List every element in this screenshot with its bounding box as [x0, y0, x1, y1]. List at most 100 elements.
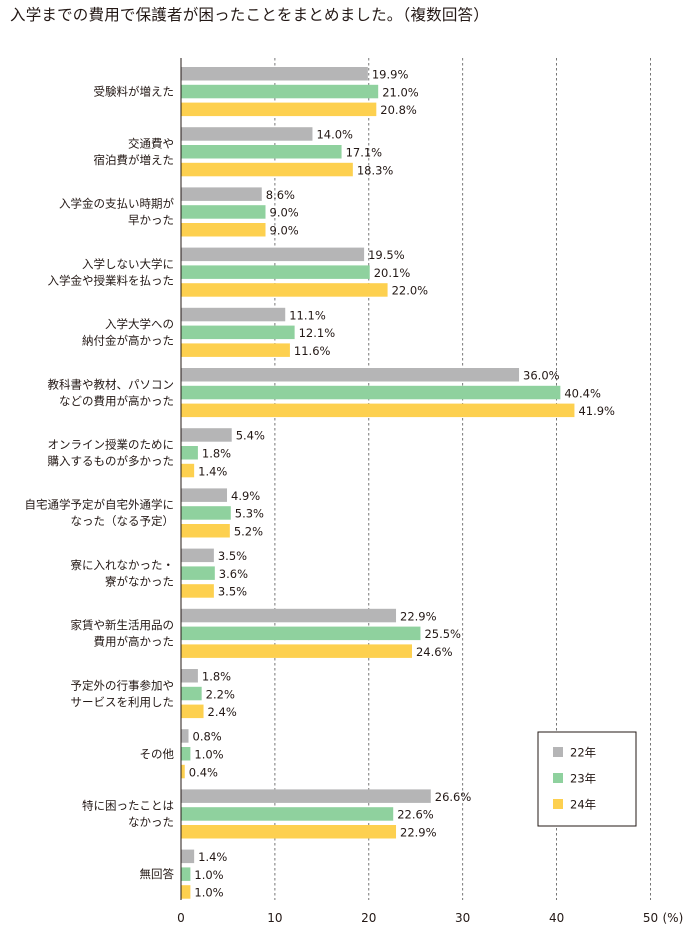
category-label-9-1: 費用が高かった [94, 635, 175, 649]
category-label-4-1: 納付金が高かった [82, 334, 174, 348]
value-label-2-2: 9.0% [270, 224, 299, 238]
bar-6-0 [181, 428, 232, 442]
value-label-13-2: 1.0% [194, 886, 223, 900]
category-label-12-1: なかった [128, 815, 174, 829]
category-label-5-0: 教科書や教材、パソコン [48, 377, 175, 391]
bar-9-2 [181, 644, 412, 658]
bar-8-0 [181, 548, 214, 563]
value-label-10-2: 2.4% [208, 705, 237, 719]
legend-label-2: 24年 [570, 798, 596, 812]
bar-5-0 [181, 368, 520, 382]
category-label-12-0: 特に困ったことは [82, 799, 174, 813]
bar-13-0 [181, 849, 195, 864]
value-label-11-0: 0.8% [193, 730, 222, 744]
bar-11-2 [181, 764, 185, 779]
category-label-1-0: 交通費や [128, 137, 174, 151]
value-label-7-1: 5.3% [235, 507, 264, 521]
bar-6-1 [181, 446, 198, 460]
category-label-8-1: 寮がなかった [105, 574, 174, 588]
x-tick-label-40: 40 [549, 911, 564, 925]
value-label-8-1: 3.6% [219, 567, 248, 581]
value-label-12-1: 22.6% [397, 808, 434, 822]
x-tick-label-50: 50 [643, 911, 658, 925]
bar-12-0 [181, 789, 431, 803]
bar-7-2 [181, 524, 230, 538]
value-label-5-0: 36.0% [523, 369, 560, 383]
bar-5-1 [181, 385, 561, 400]
value-label-6-2: 1.4% [198, 464, 227, 478]
x-tick-label-20: 20 [361, 911, 376, 925]
x-axis-unit: (%) [663, 911, 684, 925]
category-label-8-0: 寮に入れなかった・ [71, 558, 175, 572]
bar-2-2 [181, 223, 266, 237]
bar-11-1 [181, 747, 191, 761]
category-label-3-1: 入学金や授業料を払った [48, 273, 175, 287]
bar-4-2 [181, 343, 290, 357]
value-label-7-2: 5.2% [234, 525, 263, 539]
bar-8-1 [181, 566, 215, 580]
legend-swatch-0 [553, 747, 563, 757]
category-label-4-0: 入学大学への [105, 317, 174, 331]
value-label-3-0: 19.5% [368, 248, 405, 262]
bar-7-1 [181, 506, 231, 520]
value-label-9-0: 22.9% [400, 609, 437, 623]
value-label-5-1: 40.4% [564, 386, 601, 400]
legend-swatch-2 [553, 799, 563, 809]
value-label-10-0: 1.8% [202, 670, 231, 684]
value-label-11-1: 1.0% [194, 748, 223, 762]
bar-8-2 [181, 584, 214, 598]
value-label-12-2: 22.9% [400, 826, 437, 840]
category-label-3-0: 入学しない大学に [82, 257, 174, 271]
value-label-9-2: 24.6% [416, 645, 453, 659]
value-label-0-0: 19.9% [372, 68, 409, 82]
legend-label-0: 22年 [570, 746, 596, 760]
value-label-0-2: 20.8% [380, 103, 417, 117]
bar-3-1 [181, 265, 370, 279]
category-label-11-0: その他 [140, 747, 175, 761]
value-label-11-2: 0.4% [189, 765, 218, 779]
bar-2-0 [181, 187, 262, 201]
category-label-9-0: 家賃や新生活用品の [71, 618, 175, 632]
category-label-6-1: 購入するものが多かった [48, 454, 175, 468]
x-tick-label-10: 10 [267, 911, 282, 925]
x-tick-label-30: 30 [455, 911, 470, 925]
category-label-1-1: 宿泊費が増えた [94, 153, 175, 167]
bar-3-0 [181, 247, 365, 262]
value-label-2-1: 9.0% [270, 206, 299, 220]
bar-4-1 [181, 325, 295, 340]
category-label-7-1: なった（なる予定） [71, 514, 175, 528]
bar-1-2 [181, 162, 353, 177]
value-label-5-2: 41.9% [578, 404, 615, 418]
value-label-0-1: 21.0% [382, 85, 419, 99]
bar-13-2 [181, 885, 191, 899]
value-label-8-0: 3.5% [218, 549, 247, 563]
bar-4-0 [181, 307, 286, 322]
value-label-9-1: 25.5% [424, 627, 461, 641]
value-label-6-0: 5.4% [236, 429, 265, 443]
value-label-4-2: 11.6% [294, 344, 331, 358]
bar-7-0 [181, 488, 228, 502]
category-label-13-0: 無回答 [140, 867, 175, 881]
bar-1-1 [181, 145, 342, 159]
bar-11-0 [181, 729, 189, 743]
value-label-1-2: 18.3% [357, 163, 394, 177]
bar-12-2 [181, 825, 397, 839]
value-label-1-1: 17.1% [346, 146, 383, 160]
bar-3-2 [181, 283, 388, 297]
bar-9-1 [181, 626, 421, 641]
value-label-1-0: 14.0% [316, 128, 353, 142]
value-label-3-2: 22.0% [392, 284, 429, 298]
value-label-7-0: 4.9% [231, 489, 260, 503]
bar-13-1 [181, 867, 191, 881]
category-label-0-0: 受験料が増えた [94, 85, 175, 99]
bar-10-2 [181, 704, 204, 719]
value-label-13-1: 1.0% [194, 868, 223, 882]
bar-9-0 [181, 608, 397, 623]
legend-swatch-1 [553, 773, 563, 783]
bar-6-2 [181, 463, 195, 478]
category-label-7-0: 自宅通学予定が自宅外通学に [25, 498, 175, 512]
bar-2-1 [181, 205, 266, 219]
category-label-5-1: などの費用が高かった [59, 394, 174, 408]
bar-1-0 [181, 127, 313, 141]
